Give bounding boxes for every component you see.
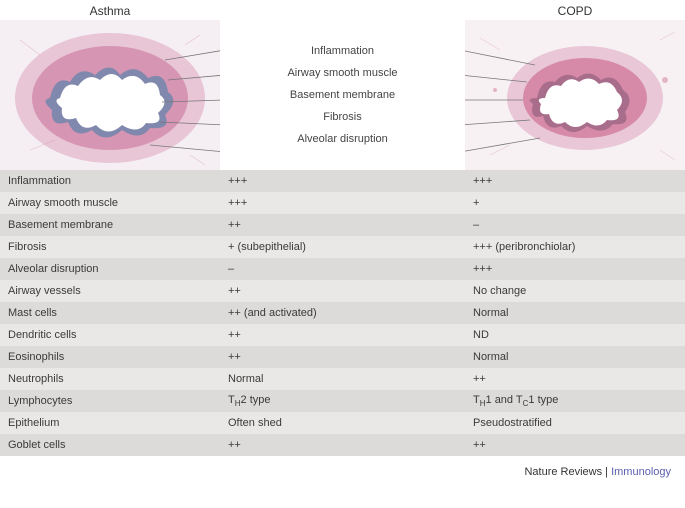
copd-title: COPD (465, 0, 685, 20)
table-row: Mast cells++ (and activated)Normal (0, 302, 685, 324)
comparison-table: Inflammation++++++Airway smooth muscle++… (0, 170, 685, 456)
asthma-value: +++ (220, 192, 465, 214)
table-row: Fibrosis+ (subepithelial)+++ (peribronch… (0, 236, 685, 258)
header-row: Asthma COPD (0, 0, 685, 20)
asthma-value: – (220, 258, 465, 280)
row-label: Airway smooth muscle (0, 192, 220, 214)
copd-value: – (465, 214, 685, 236)
label-smooth-muscle: Airway smooth muscle (220, 67, 465, 79)
table-row: Inflammation++++++ (0, 170, 685, 192)
table-row: Alveolar disruption–+++ (0, 258, 685, 280)
table-row: Goblet cells++++ (0, 434, 685, 456)
copd-svg (465, 20, 685, 170)
asthma-histology-image (0, 20, 220, 170)
copd-value: Normal (465, 346, 685, 368)
asthma-value: +++ (220, 170, 465, 192)
table-row: EpitheliumOften shedPseudostratified (0, 412, 685, 434)
histology-row: Inflammation Airway smooth muscle Baseme… (0, 20, 685, 170)
table-row: Eosinophils++Normal (0, 346, 685, 368)
copd-value: Normal (465, 302, 685, 324)
center-feature-labels: Inflammation Airway smooth muscle Baseme… (220, 20, 465, 170)
row-label: Airway vessels (0, 280, 220, 302)
table-row: LymphocytesTH2 typeTH1 and TC1 type (0, 390, 685, 412)
row-label: Inflammation (0, 170, 220, 192)
table-row: Airway smooth muscle++++ (0, 192, 685, 214)
asthma-value: ++ (220, 280, 465, 302)
asthma-value: ++ (220, 346, 465, 368)
asthma-value: + (subepithelial) (220, 236, 465, 258)
asthma-value: ++ (220, 434, 465, 456)
copd-value: ND (465, 324, 685, 346)
table-body: Inflammation++++++Airway smooth muscle++… (0, 170, 685, 456)
copd-value: Pseudostratified (465, 412, 685, 434)
row-label: Eosinophils (0, 346, 220, 368)
copd-value: +++ (peribronchiolar) (465, 236, 685, 258)
table-row: Basement membrane++– (0, 214, 685, 236)
table-row: Airway vessels++No change (0, 280, 685, 302)
asthma-title: Asthma (0, 0, 220, 20)
copd-value: +++ (465, 258, 685, 280)
figure-container: Asthma COPD (0, 0, 685, 478)
header-spacer (220, 0, 465, 6)
copd-value: TH1 and TC1 type (465, 390, 685, 412)
credit-line: Nature Reviews | Immunology (0, 456, 685, 478)
asthma-value: ++ (and activated) (220, 302, 465, 324)
credit-prefix: Nature Reviews | (524, 466, 611, 478)
row-label: Epithelium (0, 412, 220, 434)
asthma-value: ++ (220, 324, 465, 346)
credit-journal: Immunology (611, 466, 671, 478)
row-label: Goblet cells (0, 434, 220, 456)
label-fibrosis: Fibrosis (220, 111, 465, 123)
table-row: NeutrophilsNormal++ (0, 368, 685, 390)
row-label: Alveolar disruption (0, 258, 220, 280)
row-label: Basement membrane (0, 214, 220, 236)
table-row: Dendritic cells++ND (0, 324, 685, 346)
label-basement-membrane: Basement membrane (220, 89, 465, 101)
copd-value: + (465, 192, 685, 214)
row-label: Neutrophils (0, 368, 220, 390)
asthma-svg (0, 20, 220, 170)
row-label: Mast cells (0, 302, 220, 324)
asthma-value: Often shed (220, 412, 465, 434)
copd-value: +++ (465, 170, 685, 192)
asthma-value: ++ (220, 214, 465, 236)
row-label: Dendritic cells (0, 324, 220, 346)
copd-value: ++ (465, 434, 685, 456)
asthma-value: Normal (220, 368, 465, 390)
label-inflammation: Inflammation (220, 45, 465, 57)
copd-value: ++ (465, 368, 685, 390)
row-label: Fibrosis (0, 236, 220, 258)
copd-histology-image (465, 20, 685, 170)
asthma-value: TH2 type (220, 390, 465, 412)
row-label: Lymphocytes (0, 390, 220, 412)
label-alveolar-disruption: Alveolar disruption (220, 133, 465, 145)
copd-value: No change (465, 280, 685, 302)
